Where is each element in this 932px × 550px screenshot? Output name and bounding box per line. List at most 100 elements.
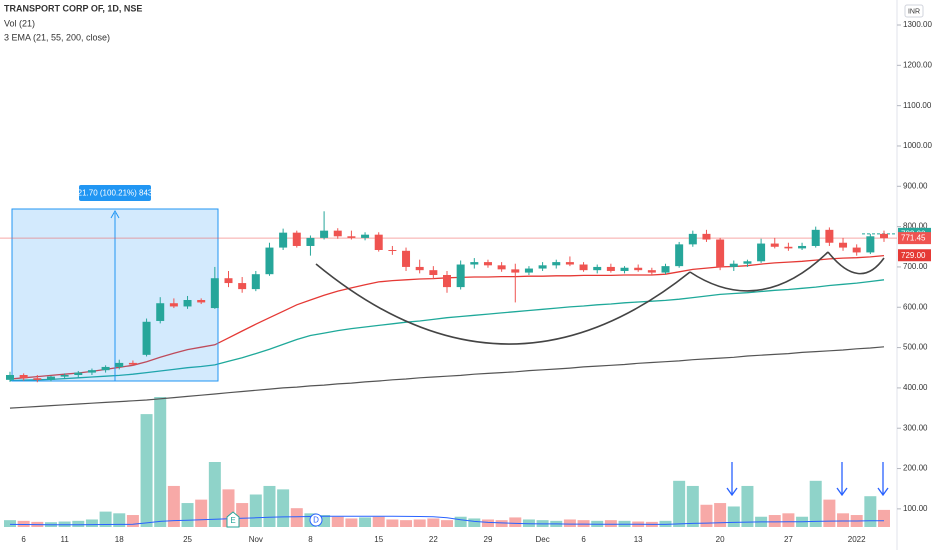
volume-bar xyxy=(878,509,890,527)
volume-bar xyxy=(768,515,781,527)
candle-body xyxy=(46,376,55,380)
candle-body xyxy=(60,375,69,377)
candle-body xyxy=(634,267,643,271)
y-tick-label: 600.00 xyxy=(903,302,928,311)
volume-bar xyxy=(195,499,208,527)
candle-body xyxy=(415,266,424,271)
candle-body xyxy=(402,250,411,267)
candle-body xyxy=(361,234,370,238)
x-tick-label: 22 xyxy=(429,535,438,544)
candle-body xyxy=(443,275,451,288)
x-tick-label: 6 xyxy=(581,535,586,544)
volume-bar xyxy=(577,520,590,527)
candle-body xyxy=(770,243,779,247)
volume-bar xyxy=(495,520,508,527)
indicator-label: 3 EMA (21, 55, 200, close) xyxy=(4,32,110,42)
candle-body xyxy=(565,262,574,265)
dividend-marker[interactable] xyxy=(309,513,323,527)
currency-box[interactable] xyxy=(904,4,924,18)
volume-bar xyxy=(413,519,426,527)
price-tag-label: 729.00 xyxy=(901,251,926,260)
x-tick-label: 27 xyxy=(784,535,793,544)
volume-bar xyxy=(372,516,385,527)
volume-bar xyxy=(331,516,344,527)
candle-body xyxy=(347,236,356,238)
volume-bar xyxy=(604,520,617,527)
volume-bar xyxy=(468,518,481,527)
candle-body xyxy=(798,245,807,249)
volume-bar xyxy=(454,516,467,527)
volume-bar xyxy=(208,462,221,527)
x-tick-label: 25 xyxy=(183,535,192,544)
candle-body xyxy=(606,266,615,271)
volume-bar xyxy=(140,414,153,527)
candle-body xyxy=(620,267,629,271)
volume-bar xyxy=(99,511,112,527)
x-tick-label: 8 xyxy=(308,535,313,544)
x-tick-label: 6 xyxy=(21,535,26,544)
candle-body xyxy=(292,232,301,246)
candle-body xyxy=(87,370,96,373)
candle-body xyxy=(156,303,165,321)
volume-bar xyxy=(4,520,16,527)
arrow xyxy=(726,462,738,497)
volume-bar xyxy=(345,518,358,527)
candle-body xyxy=(647,270,656,273)
candle-body xyxy=(238,283,247,290)
measure-arrowhead xyxy=(110,209,120,219)
candle-body xyxy=(333,230,342,237)
y-tick-label: 300.00 xyxy=(903,423,928,432)
handle-drawing xyxy=(827,251,885,275)
candle-body xyxy=(538,265,547,269)
candle-body xyxy=(101,366,110,371)
candle-body xyxy=(729,263,738,267)
y-tick-label: 500.00 xyxy=(903,343,928,352)
volume-bar xyxy=(181,503,194,527)
volume-bar xyxy=(427,518,440,527)
candle-body xyxy=(128,362,137,365)
volume-bar xyxy=(509,517,522,527)
candle-body xyxy=(142,321,151,355)
y-tick-label: 1000.00 xyxy=(903,141,932,150)
candle-body xyxy=(757,243,766,262)
indicator-label: Vol (21) xyxy=(4,18,35,28)
candle-body xyxy=(593,266,602,271)
x-tick-label: 13 xyxy=(634,535,643,544)
currency-label: INR xyxy=(908,8,920,15)
candle-body xyxy=(470,262,479,265)
candle-body xyxy=(552,262,561,266)
candle-body xyxy=(6,375,14,380)
volume-bar xyxy=(277,489,290,527)
measure-label: 421.70 (100.21%) 8434 xyxy=(73,189,157,198)
handle-drawing xyxy=(689,251,829,292)
x-tick-label: 2022 xyxy=(848,535,866,544)
volume-bar xyxy=(167,485,180,527)
volume-bar xyxy=(782,513,795,527)
volume-bar xyxy=(126,515,139,527)
candle-body xyxy=(456,264,465,288)
candle-body xyxy=(279,232,288,248)
candle-body xyxy=(320,230,329,238)
volume-bar xyxy=(17,520,30,527)
price-tag xyxy=(898,249,931,262)
candle-body xyxy=(74,372,83,375)
candle-body xyxy=(839,242,848,248)
volume-bar xyxy=(113,513,126,527)
y-tick-label: 1200.00 xyxy=(903,60,932,69)
candle-body xyxy=(702,233,711,240)
candle-body xyxy=(115,362,124,367)
candle-body xyxy=(866,236,875,253)
candle-body xyxy=(197,300,206,303)
candle-body xyxy=(265,247,274,275)
volume-bar xyxy=(441,520,453,527)
ema-line xyxy=(9,279,885,382)
price-tag-label: 771.45 xyxy=(901,234,926,243)
x-tick-label: Nov xyxy=(249,535,263,544)
volume-bar xyxy=(809,480,822,527)
x-tick-label: 18 xyxy=(115,535,124,544)
y-tick-label: 700.00 xyxy=(903,262,928,271)
volume-bar xyxy=(359,517,372,527)
candle-body xyxy=(251,274,260,290)
earnings-marker[interactable] xyxy=(226,511,240,528)
